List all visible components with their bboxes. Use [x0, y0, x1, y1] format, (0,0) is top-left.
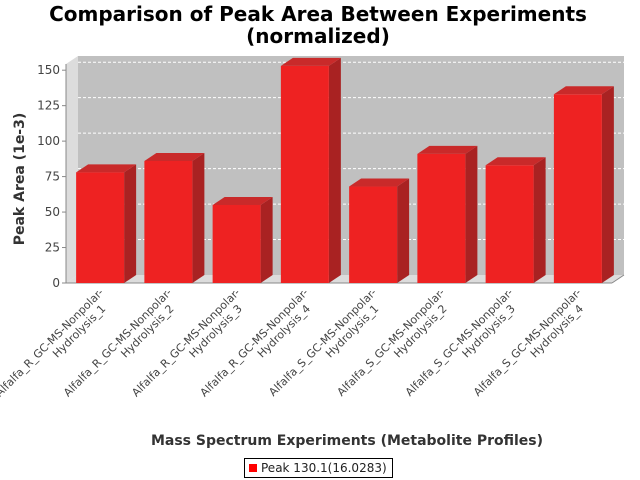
bar-front — [144, 160, 193, 283]
bar-side — [465, 145, 478, 283]
x-tick-label-line: Alfalfa_R_GC-MS-Nonpolar- — [198, 286, 311, 399]
x-axis-title: Mass Spectrum Experiments (Metabolite Pr… — [151, 433, 543, 449]
y-tick-label: 50 — [45, 205, 60, 219]
y-tick-label: 100 — [37, 134, 60, 148]
x-tick-label-line: Alfalfa_S_GC-MS-Nonpolar- — [471, 286, 584, 399]
chart-title-line-1: Comparison of Peak Area Between Experime… — [49, 2, 587, 26]
bar-top — [349, 178, 410, 187]
bar-front — [212, 204, 261, 283]
legend-swatch — [249, 464, 257, 472]
y-tick-label: 150 — [37, 63, 60, 77]
bar-side — [397, 178, 410, 283]
bar-front — [417, 153, 466, 283]
bar-side — [601, 86, 614, 284]
bar-top — [417, 145, 478, 154]
bar-top — [76, 164, 137, 173]
y-axis-ticks: 0 25 50 75 100 125 150 — [37, 63, 625, 290]
bar — [349, 178, 410, 283]
y-tick-label: 125 — [37, 99, 60, 113]
x-tick-label-line: Alfalfa_S_GC-MS-Nonpolar- — [335, 286, 448, 399]
bar-side — [124, 164, 137, 283]
y-tick-label: 25 — [45, 241, 60, 255]
y-axis-title: Peak Area (1e-3) — [12, 113, 28, 246]
bar-top — [553, 86, 614, 95]
bar — [280, 57, 341, 284]
x-tick-label-line: Alfalfa_R_GC-MS-Nonpolar- — [0, 286, 106, 399]
bar-side — [260, 196, 273, 283]
legend-label: Peak 130.1(16.0283) — [261, 461, 387, 475]
x-tick-label: Alfalfa_R_GC-MS-Nonpolar-Hydrolysis_1 — [0, 286, 115, 409]
chart-title-line-2: (normalized) — [246, 24, 390, 48]
bar — [144, 152, 205, 283]
bar-front — [349, 186, 398, 283]
bar-front — [553, 94, 602, 284]
x-tick-label-line: Alfalfa_S_GC-MS-Nonpolar- — [403, 286, 516, 399]
x-tick-label-line: Alfalfa_R_GC-MS-Nonpolar- — [61, 286, 174, 399]
x-tick-label-line: Alfalfa_R_GC-MS-Nonpolar- — [129, 286, 242, 399]
bar-top — [280, 57, 341, 66]
x-axis-category-labels: Alfalfa_R_GC-MS-Nonpolar-Hydrolysis_1Alf… — [0, 286, 586, 409]
bar — [553, 86, 614, 284]
bar — [212, 196, 273, 283]
bar — [76, 164, 137, 283]
bars — [76, 57, 614, 284]
bar-front — [280, 65, 329, 284]
plot-left-wall — [66, 56, 78, 283]
y-tick-label: 75 — [45, 170, 60, 184]
legend: Peak 130.1(16.0283) — [244, 458, 393, 478]
y-tick-label: 0 — [52, 276, 60, 290]
bar-top — [212, 196, 273, 205]
x-tick-label-line: Alfalfa_S_GC-MS-Nonpolar- — [266, 286, 379, 399]
bar-side — [533, 157, 546, 283]
bar-side — [328, 57, 341, 284]
bar — [417, 145, 478, 283]
x-axis-depth-line — [611, 274, 625, 284]
bar-top — [485, 157, 546, 166]
bar-side — [192, 152, 205, 283]
bar-top — [144, 152, 205, 161]
bar-front — [76, 172, 125, 283]
plot-floor — [66, 275, 624, 283]
bar-front — [485, 165, 534, 283]
bar — [485, 157, 546, 283]
